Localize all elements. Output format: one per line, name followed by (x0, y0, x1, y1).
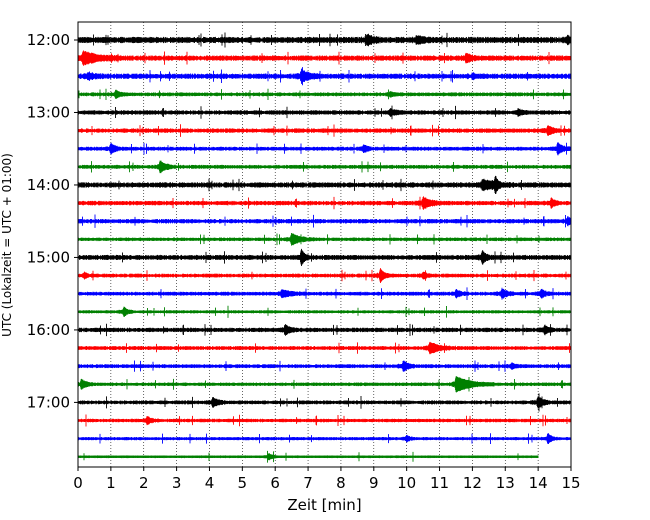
seismogram-traces (77, 32, 572, 463)
plot-frame (77, 21, 572, 468)
x-tick-label: 5 (238, 474, 248, 492)
y-tick-label: 17:00 (27, 393, 70, 411)
x-tick-label: 4 (205, 474, 215, 492)
y-axis-ticks: 12:00 13:00 14:00 15:00 16:00 17:00 (27, 31, 78, 411)
x-tick-label: 10 (397, 474, 416, 492)
x-axis-label: Zeit [min] (287, 496, 361, 514)
y-tick-label: 13:00 (27, 103, 70, 121)
y-tick-label: 12:00 (27, 31, 70, 49)
minute-grid (110, 22, 539, 467)
y-axis-label: UTC (Lokalzeit = UTC + 01:00) (0, 153, 14, 337)
x-tick-label: 9 (369, 474, 379, 492)
x-tick-label: 11 (430, 474, 449, 492)
x-tick-label: 14 (529, 474, 548, 492)
y-tick-label: 16:00 (27, 321, 70, 339)
x-tick-label: 1 (106, 474, 116, 492)
y-tick-label: 15:00 (27, 248, 70, 266)
x-tick-label: 8 (336, 474, 346, 492)
x-tick-label: 7 (303, 474, 313, 492)
x-tick-label: 13 (496, 474, 515, 492)
x-axis-ticks: 0 1 2 3 4 5 6 7 8 9 10 11 12 13 14 15 (73, 467, 581, 492)
y-tick-label: 14:00 (27, 176, 70, 194)
x-tick-label: 2 (139, 474, 149, 492)
x-tick-label: 15 (561, 474, 580, 492)
x-tick-label: 0 (73, 474, 83, 492)
x-tick-label: 3 (172, 474, 182, 492)
x-tick-label: 6 (270, 474, 280, 492)
x-tick-label: 12 (463, 474, 482, 492)
